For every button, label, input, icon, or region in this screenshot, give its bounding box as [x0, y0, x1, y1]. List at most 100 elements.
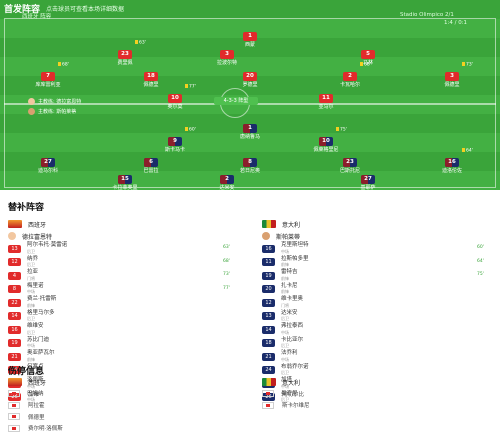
- lineup-header: 首发阵容 点击球员可查看本场详细数据: [0, 0, 500, 16]
- shirt-number: 27: [364, 176, 372, 182]
- shirt-icon: 10: [319, 137, 333, 146]
- sub-number: 16: [8, 325, 21, 334]
- away-player[interactable]: 15 卡拉菲奥里: [97, 165, 153, 190]
- spain-flag-icon: [8, 378, 22, 386]
- sub-number: 21: [262, 352, 275, 361]
- sub-row[interactable]: 25 何塞卢 前锋: [8, 364, 238, 378]
- away-player[interactable]: 27 基耶萨: [340, 165, 396, 190]
- sub-row[interactable]: 21 法乔利 中场: [262, 350, 492, 364]
- away-player[interactable]: 16 64' 迪洛伦佐: [424, 148, 480, 174]
- sub-text: 格里马尔多 后卫: [27, 310, 55, 322]
- injury-row[interactable]: 佩德里: [8, 411, 238, 423]
- shirt-icon: 27: [41, 158, 55, 167]
- home-player[interactable]: 7 68' 库库雷利亚: [20, 62, 76, 88]
- sub-number: 14: [8, 312, 21, 321]
- home-player[interactable]: 3 73' 佩德里: [424, 62, 480, 88]
- sub-row[interactable]: 26 曼奇尼 后卫: [262, 391, 492, 405]
- sub-position: 后卫: [27, 248, 35, 254]
- sub-row[interactable]: 26 巴埃纳 中场: [8, 391, 238, 405]
- sub-text: 纳乔 后卫: [27, 256, 38, 268]
- sub-row[interactable]: 12 纳乔 后卫 68': [8, 256, 238, 270]
- sub-text: 奥亚萨瓦尔 前锋: [27, 351, 55, 362]
- away-injury-team-name: 意大利: [282, 379, 301, 387]
- sub-row[interactable]: 12 维卡里奥 门将: [262, 296, 492, 310]
- shirt-icon: 11: [319, 94, 333, 103]
- injury-row[interactable]: 加维: [8, 388, 238, 400]
- sub-position: 后卫: [281, 370, 289, 376]
- card-icon: [462, 148, 465, 152]
- away-player[interactable]: 6 巴雷拉: [123, 148, 179, 174]
- sub-text: 拉斯帕多里 前锋: [281, 256, 309, 268]
- player-name: 唐纳鲁马: [239, 134, 260, 140]
- sub-row[interactable]: 18 卡比亚尔 后卫: [262, 337, 492, 351]
- away-player[interactable]: 23 巴斯托尼: [322, 148, 378, 174]
- home-player[interactable]: 1 西蒙: [222, 22, 278, 48]
- sub-text: 何塞卢 前锋: [27, 364, 44, 376]
- sub-name: 布翁乔尔诺: [281, 363, 309, 370]
- home-player[interactable]: 18 佩德里: [123, 62, 179, 88]
- away-player[interactable]: 8 若日尼奥: [222, 148, 278, 174]
- away-player[interactable]: 1 唐纳鲁马: [222, 114, 278, 140]
- home-lineup-label: 西班牙 阵容: [22, 14, 52, 20]
- away-player[interactable]: 10 75' 佩莱格里尼: [298, 127, 354, 153]
- player-name: 斯卡马卡: [164, 147, 185, 153]
- home-player[interactable]: 11 亚马尔: [298, 84, 354, 110]
- player-name: 佩莱格里尼: [313, 147, 339, 153]
- sub-row[interactable]: 16 维维安 后卫: [8, 323, 238, 337]
- injury-row[interactable]: 斯卡尔维尼: [262, 400, 492, 412]
- injury-row[interactable]: 阿切尔比: [262, 388, 492, 400]
- home-player[interactable]: 2 68' 卡瓦哈尔: [322, 62, 378, 88]
- sub-row[interactable]: 4 拉亚 门将 73': [8, 269, 238, 283]
- injury-icon: [8, 390, 20, 398]
- home-player[interactable]: 20 罗德里: [222, 62, 278, 88]
- away-coach-sub-name: 斯帕莱蒂: [276, 233, 301, 241]
- sub-row[interactable]: 13 阿尔韦托·莫雷诺 后卫 63': [8, 242, 238, 256]
- injury-row[interactable]: 费尔明·洛佩斯: [8, 423, 238, 435]
- sub-row[interactable]: 22 费兰·托雷斯 前锋: [8, 296, 238, 310]
- sub-number: 18: [262, 339, 275, 348]
- sub-row[interactable]: 20 扎卡尼 前锋: [262, 283, 492, 297]
- home-coach-sub-name: 德拉富恩特: [22, 233, 53, 241]
- shirt-icon: 18: [144, 72, 158, 81]
- shirt-number: 6: [149, 159, 153, 165]
- away-player[interactable]: 27 迪马尔科: [20, 148, 76, 174]
- injury-icon: [8, 413, 20, 421]
- sub-row[interactable]: 24 布翁乔尔诺 后卫: [262, 364, 492, 378]
- injury-row[interactable]: 阿拉霍: [8, 400, 238, 412]
- sub-text: 法乔利 中场: [281, 351, 298, 362]
- home-player[interactable]: 23 63' 费里佩: [97, 40, 153, 66]
- injury-icon: [262, 401, 274, 409]
- home-injuries: 西班牙 加维 阿拉霍 佩德里 费尔明·洛佩斯: [8, 376, 238, 434]
- sub-position: 前锋: [27, 302, 35, 308]
- sub-name: 克里斯坦特: [281, 242, 309, 249]
- away-player[interactable]: 9 60' 斯卡马卡: [147, 127, 203, 153]
- sub-position: 中场: [27, 383, 35, 389]
- sub-text: 拉亚 门将: [27, 270, 38, 281]
- home-player[interactable]: 3 拉波尔特: [199, 40, 255, 66]
- sub-row[interactable]: 8 梅里诺 中场 77': [8, 283, 238, 297]
- home-player[interactable]: 10 77' 奥尔莫: [147, 84, 203, 110]
- shirt-number: 8: [248, 159, 252, 165]
- sub-event-minute: 68': [62, 62, 69, 68]
- sub-number: 11: [262, 258, 275, 267]
- pitch-stripe: [0, 57, 500, 76]
- sub-in-minute: 77': [223, 285, 230, 291]
- home-player[interactable]: 5 马林: [340, 40, 396, 66]
- sub-row[interactable]: 14 弗拉泰西 中场: [262, 323, 492, 337]
- sub-row[interactable]: 19 苏比门迪 中场: [8, 337, 238, 351]
- sub-row[interactable]: 13 达米安 后卫: [262, 310, 492, 324]
- sub-row[interactable]: 21 奥亚萨瓦尔 前锋: [8, 350, 238, 364]
- sub-number: 25: [8, 366, 21, 375]
- sub-text: 维维安 后卫: [27, 324, 44, 335]
- sub-row[interactable]: 14 格里马尔多 后卫: [8, 310, 238, 324]
- injury-name: 阿切尔比: [282, 391, 305, 398]
- shirt-icon: 2: [343, 72, 357, 81]
- sub-event-minute: 68': [364, 62, 371, 68]
- sub-text: 克里斯坦特 中场: [281, 243, 309, 254]
- sub-event: 68': [58, 62, 69, 68]
- sub-row[interactable]: 19 雷特吉 前锋 75': [262, 269, 492, 283]
- away-player[interactable]: 2 达米安: [199, 165, 255, 190]
- sub-row[interactable]: 16 克里斯坦特 中场 60': [262, 242, 492, 256]
- sub-row[interactable]: 11 拉斯帕多里 前锋 64': [262, 256, 492, 270]
- player-name: 卡瓦哈尔: [339, 82, 360, 88]
